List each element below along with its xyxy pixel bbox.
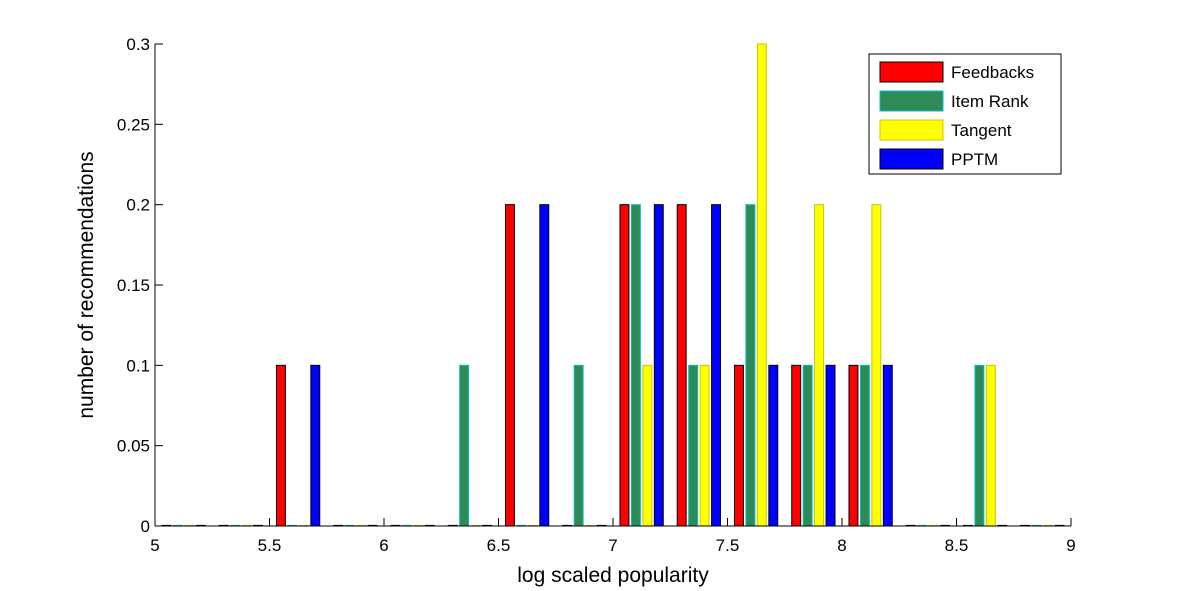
bar-feedbacks	[275, 364, 286, 527]
y-tick-label: 0	[141, 517, 150, 536]
y-tick-label: 0.15	[117, 276, 150, 295]
bar-tangent	[814, 204, 825, 527]
x-axis-title: log scaled popularity	[517, 564, 709, 587]
bar-pptm	[711, 204, 722, 527]
x-tick-label: 8.5	[945, 536, 969, 555]
y-tick-label: 0.3	[126, 35, 150, 54]
legend-swatch	[879, 119, 944, 141]
bar-pptm	[310, 364, 321, 527]
bar-item-rank	[974, 364, 985, 527]
x-tick-label: 5.5	[258, 536, 282, 555]
bar-item-rank	[859, 364, 870, 527]
bar-feedbacks	[504, 204, 515, 527]
legend-swatch	[879, 90, 944, 112]
bar-item-rank	[802, 364, 813, 527]
bar-item-rank	[630, 204, 641, 527]
legend-label: Tangent	[951, 121, 1012, 140]
legend: Feedbacks Item Rank Tangent PPTM	[868, 53, 1062, 175]
bar-item-rank	[745, 204, 756, 527]
legend-swatch	[879, 61, 944, 83]
legend-swatch	[879, 148, 944, 170]
y-tick-label: 0.05	[117, 437, 150, 456]
bar-tangent	[699, 364, 710, 527]
bar-pptm	[653, 204, 664, 527]
bar-pptm	[825, 364, 836, 527]
bar-tangent	[985, 364, 996, 527]
x-tick-label: 7	[608, 536, 617, 555]
bar-feedbacks	[848, 364, 859, 527]
bar-tangent	[756, 43, 767, 527]
bar-item-rank	[459, 364, 470, 527]
bar-item-rank	[573, 364, 584, 527]
bar-pptm	[539, 204, 550, 527]
x-tick-label: 6.5	[487, 536, 511, 555]
x-tick-label: 8	[837, 536, 846, 555]
bar-item-rank	[688, 364, 699, 527]
x-tick-label: 9	[1066, 536, 1075, 555]
x-tick-label: 6	[379, 536, 388, 555]
legend-label: Item Rank	[951, 92, 1029, 111]
y-tick-label: 0.2	[126, 196, 150, 215]
bar-feedbacks	[791, 364, 802, 527]
bar-feedbacks	[676, 204, 687, 527]
ticks: 5 5.5 6 6.5 7 7.5 8 8.5 9 0 0.05 0.1 0.15 0.2 0.25 0.3	[117, 35, 1076, 555]
bar-feedbacks	[733, 364, 744, 527]
bar-pptm	[882, 364, 893, 527]
x-tick-label: 7.5	[716, 536, 740, 555]
bar-feedbacks	[619, 204, 630, 527]
bar-pptm	[768, 364, 779, 527]
y-tick-label: 0.25	[117, 115, 150, 134]
y-tick-label: 0.1	[126, 356, 150, 375]
bar-tangent	[871, 204, 882, 527]
x-tick-label: 5	[150, 536, 159, 555]
y-axis-title: number of recommendations	[75, 151, 98, 418]
legend-label: Feedbacks	[951, 63, 1034, 82]
bar-tangent	[642, 364, 653, 527]
legend-label: PPTM	[951, 150, 998, 169]
